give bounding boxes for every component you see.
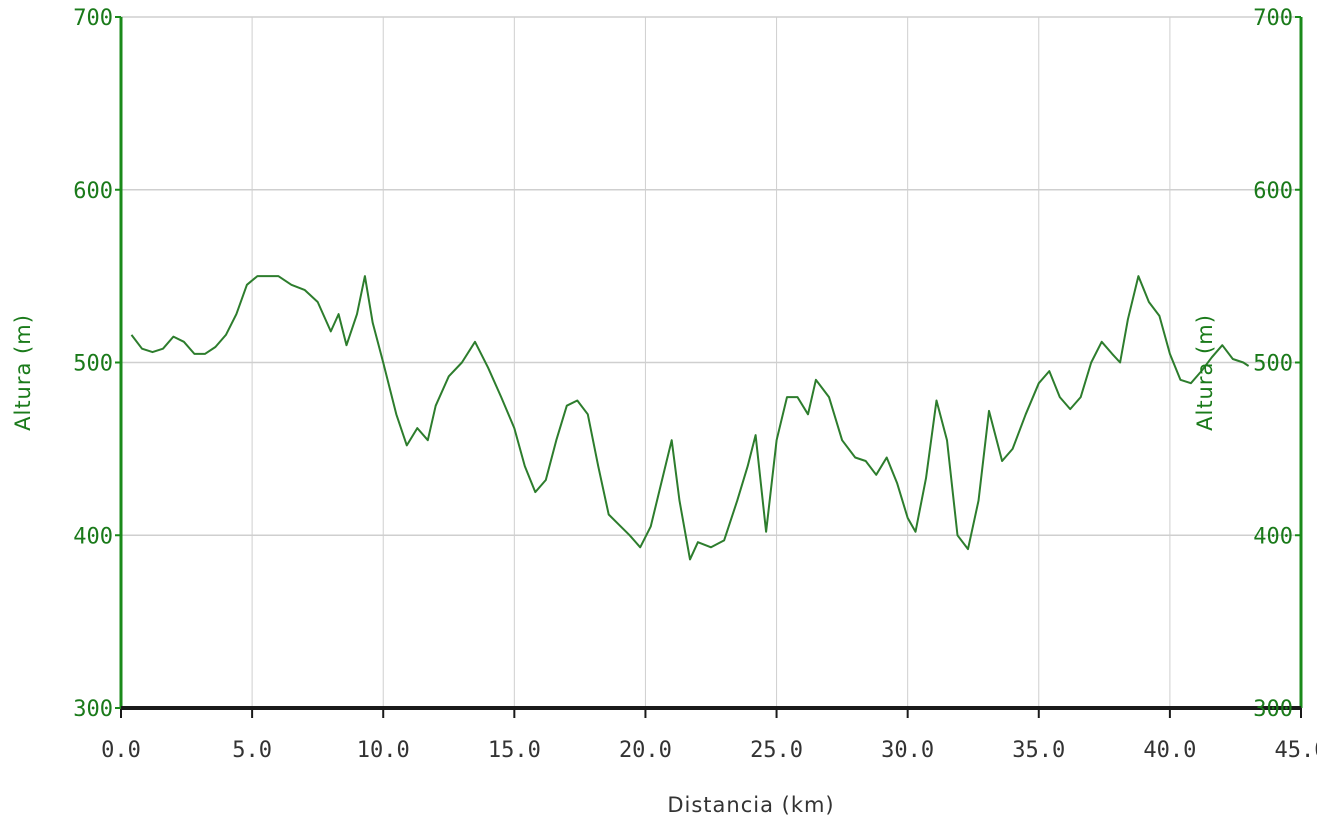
- x-tick-label: 0.0: [101, 738, 141, 763]
- x-tick-label: 45.0: [1275, 738, 1317, 763]
- y-tick-label-left: 300: [73, 697, 113, 722]
- x-tick-label: 25.0: [750, 738, 803, 763]
- y-tick-label-right: 300: [1253, 697, 1293, 722]
- x-tick-label: 5.0: [232, 738, 272, 763]
- x-tick-label: 20.0: [619, 738, 672, 763]
- y-tick-label-right: 700: [1253, 6, 1293, 31]
- y-axis-title-left: Altura (m): [11, 314, 35, 431]
- x-tick-label: 10.0: [357, 738, 410, 763]
- y-tick-label-left: 500: [73, 352, 113, 377]
- y-tick-label-right: 400: [1253, 524, 1293, 549]
- y-axis-title-right: Altura (m): [1193, 314, 1217, 431]
- x-tick-label: 35.0: [1012, 738, 1065, 763]
- gridlines: [121, 16, 1301, 708]
- y-tick-label-left: 600: [73, 179, 113, 204]
- tick-labels: 0.0 5.0 10.0 15.0 20.0 25.0 30.0 35.0 40.0 45.0 30…: [73, 6, 1317, 763]
- y-tick-label-right: 600: [1253, 179, 1293, 204]
- x-tick-label: 30.0: [881, 738, 934, 763]
- x-tick-label: 15.0: [488, 738, 541, 763]
- x-tick-label: 40.0: [1143, 738, 1196, 763]
- x-axis-title: Distancia (km): [667, 793, 834, 817]
- elevation-line: [130, 275, 1250, 561]
- axes: [115, 16, 1303, 718]
- y-tick-label-left: 400: [73, 524, 113, 549]
- series-layer: [130, 275, 1250, 561]
- y-tick-label-left: 700: [73, 6, 113, 31]
- y-tick-label-right: 500: [1253, 352, 1293, 377]
